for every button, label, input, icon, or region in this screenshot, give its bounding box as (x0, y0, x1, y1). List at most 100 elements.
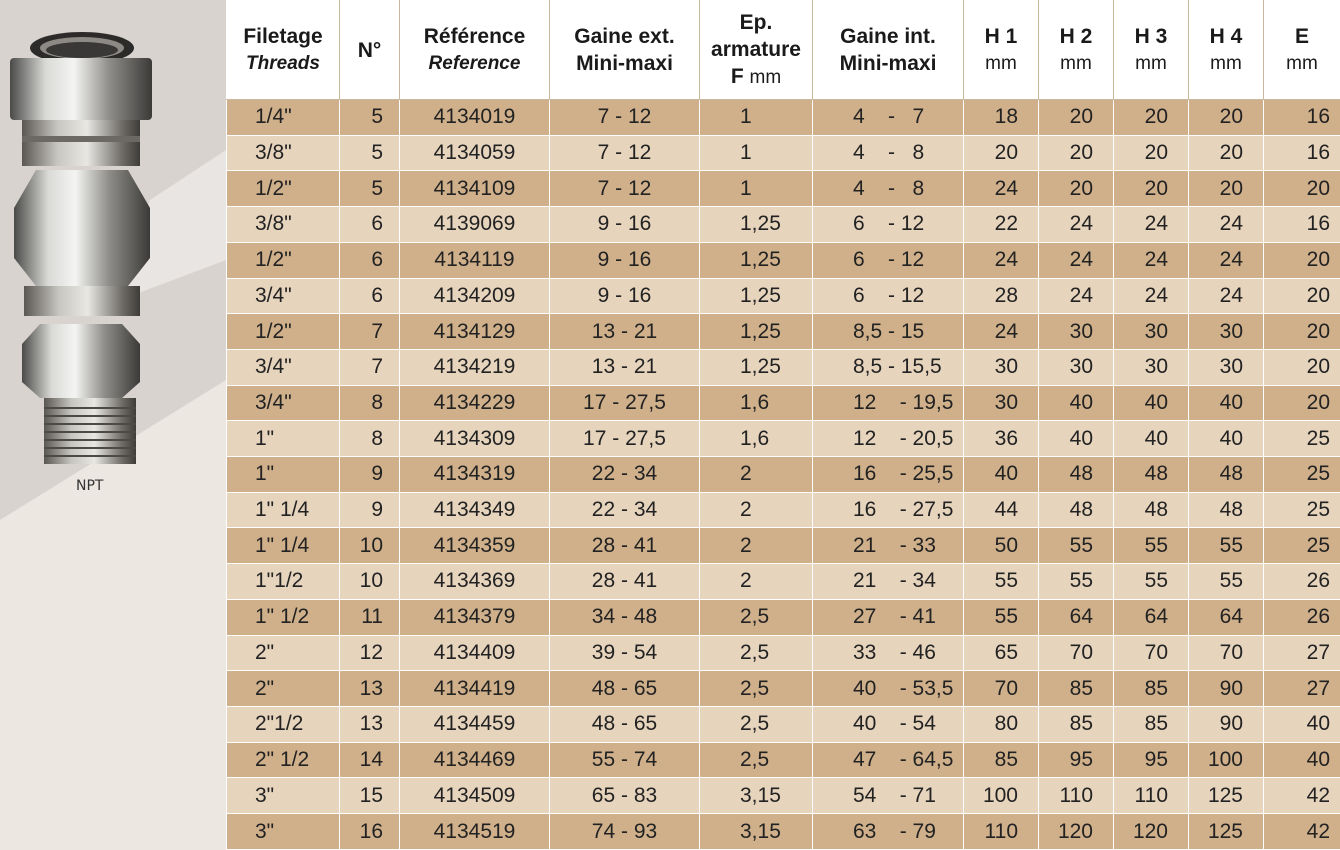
cell-outer-sheath: 17 - 27,5 (549, 420, 700, 458)
cell-outer-sheath: 65 - 83 (549, 777, 700, 815)
cell-reference: 4134419 (399, 670, 550, 707)
cell-inner-sheath: 16 - 27,5 (812, 491, 964, 529)
cell-armour-thickness: 1,25 (699, 313, 813, 350)
cell-outer-sheath: 48 - 65 (549, 670, 700, 707)
cell-thread: 3" (226, 777, 340, 815)
cell-number: 13 (339, 670, 400, 707)
table-row: 3/8" 5 4134059 7 - 12 1 4 - 8 20 20 20 20 16 (226, 134, 1340, 172)
cell-h3: 95 (1113, 741, 1189, 779)
cell-h3: 30 (1113, 348, 1189, 386)
cell-h2: 120 (1038, 813, 1114, 850)
cell-h3: 110 (1113, 777, 1189, 815)
cell-h4: 70 (1188, 634, 1264, 672)
cell-inner-sheath: 6 - 12 (812, 277, 964, 315)
cell-e: 16 (1263, 134, 1340, 172)
cell-number: 6 (339, 241, 400, 279)
cell-h2: 95 (1038, 741, 1114, 779)
cell-e: 20 (1263, 313, 1340, 350)
cell-thread: 2" (226, 670, 340, 707)
cell-h4: 30 (1188, 348, 1264, 386)
cell-h3: 24 (1113, 241, 1189, 279)
cell-outer-sheath: 22 - 34 (549, 456, 700, 493)
cell-h1: 22 (963, 206, 1039, 243)
cell-outer-sheath: 17 - 27,5 (549, 384, 700, 422)
cell-h2: 55 (1038, 563, 1114, 600)
cell-reference: 4134119 (399, 241, 550, 279)
cell-number: 12 (339, 634, 400, 672)
cell-number: 8 (339, 384, 400, 422)
cell-e: 42 (1263, 777, 1340, 815)
cell-e: 25 (1263, 420, 1340, 458)
cell-h2: 30 (1038, 313, 1114, 350)
cell-number: 10 (339, 563, 400, 600)
cell-number: 15 (339, 777, 400, 815)
cell-outer-sheath: 74 - 93 (549, 813, 700, 850)
cell-reference: 4134219 (399, 348, 550, 386)
cell-inner-sheath: 40 - 54 (812, 705, 964, 743)
cell-number: 13 (339, 705, 400, 743)
cell-inner-sheath: 40 - 53,5 (812, 670, 964, 707)
table-row: 3/4" 8 4134229 17 - 27,5 1,6 12 - 19,5 30 40 40 4… (226, 384, 1340, 422)
cell-h2: 85 (1038, 705, 1114, 743)
cell-number: 14 (339, 741, 400, 779)
cell-thread: 1/4" (226, 99, 340, 136)
cell-h3: 24 (1113, 206, 1189, 243)
cell-e: 25 (1263, 456, 1340, 493)
cell-thread: 1" 1/4 (226, 527, 340, 565)
cell-number: 16 (339, 813, 400, 850)
cell-reference: 4134409 (399, 634, 550, 672)
cell-armour-thickness: 2 (699, 527, 813, 565)
cell-armour-thickness: 1,25 (699, 206, 813, 243)
cell-h3: 20 (1113, 99, 1189, 136)
cell-armour-thickness: 1,25 (699, 277, 813, 315)
col-threads-header: Filetage Threads (226, 0, 340, 100)
table-row: 3/4" 6 4134209 9 - 16 1,25 6 - 12 28 24 24 24 20 (226, 277, 1340, 315)
cell-reference: 4134349 (399, 491, 550, 529)
cell-h2: 85 (1038, 670, 1114, 707)
cell-h2: 24 (1038, 206, 1114, 243)
cell-h2: 40 (1038, 384, 1114, 422)
cell-h4: 55 (1188, 527, 1264, 565)
cell-reference: 4134019 (399, 99, 550, 136)
cell-h4: 40 (1188, 420, 1264, 458)
cell-h1: 30 (963, 348, 1039, 386)
cell-h3: 30 (1113, 313, 1189, 350)
cell-reference: 4134379 (399, 598, 550, 636)
cell-outer-sheath: 34 - 48 (549, 598, 700, 636)
cell-h1: 18 (963, 99, 1039, 136)
cell-thread: 1/2" (226, 170, 340, 208)
table-row: 2" 13 4134419 48 - 65 2,5 40 - 53,5 70 85 85 90 27 (226, 670, 1340, 707)
cell-outer-sheath: 7 - 12 (549, 134, 700, 172)
cell-thread: 2" 1/2 (226, 741, 340, 779)
cell-e: 20 (1263, 241, 1340, 279)
cell-number: 9 (339, 491, 400, 529)
cell-outer-sheath: 22 - 34 (549, 491, 700, 529)
cell-armour-thickness: 2,5 (699, 634, 813, 672)
table-row: 3" 16 4134519 74 - 93 3,15 63 - 79 110 120 120 12… (226, 813, 1340, 850)
cell-reference: 4134059 (399, 134, 550, 172)
cell-number: 8 (339, 420, 400, 458)
cell-inner-sheath: 6 - 12 (812, 206, 964, 243)
cell-h4: 125 (1188, 777, 1264, 815)
cell-armour-thickness: 2,5 (699, 705, 813, 743)
cell-h3: 70 (1113, 634, 1189, 672)
cell-h4: 20 (1188, 170, 1264, 208)
cell-outer-sheath: 13 - 21 (549, 348, 700, 386)
cell-armour-thickness: 3,15 (699, 777, 813, 815)
cell-inner-sheath: 6 - 12 (812, 241, 964, 279)
cell-armour-thickness: 2 (699, 491, 813, 529)
cell-thread: 3/8" (226, 134, 340, 172)
cell-h1: 85 (963, 741, 1039, 779)
cell-h3: 40 (1113, 420, 1189, 458)
cell-outer-sheath: 7 - 12 (549, 99, 700, 136)
cell-number: 9 (339, 456, 400, 493)
cell-outer-sheath: 13 - 21 (549, 313, 700, 350)
table-row: 1" 9 4134319 22 - 34 2 16 - 25,5 40 48 48 48 25 (226, 456, 1340, 493)
cell-h2: 48 (1038, 491, 1114, 529)
cell-h1: 30 (963, 384, 1039, 422)
cell-reference: 4134129 (399, 313, 550, 350)
cell-inner-sheath: 21 - 33 (812, 527, 964, 565)
col-h3-header: H 3 mm (1113, 0, 1189, 100)
cell-armour-thickness: 1,25 (699, 348, 813, 386)
cell-thread: 3/4" (226, 348, 340, 386)
